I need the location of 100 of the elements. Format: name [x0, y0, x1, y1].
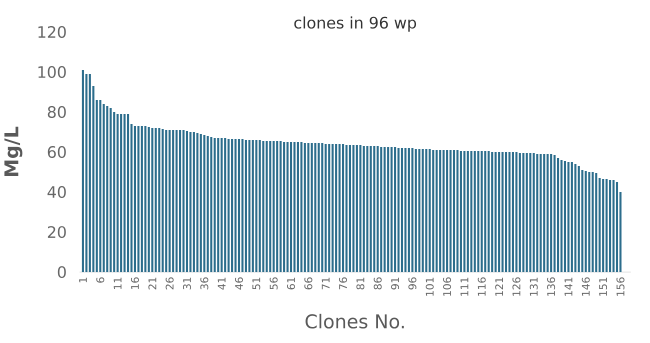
bar [318, 142, 320, 272]
bar [578, 166, 580, 272]
bar [474, 150, 476, 272]
bar [200, 134, 202, 272]
bar [376, 146, 379, 272]
bar [280, 140, 282, 272]
bar [373, 146, 376, 272]
bar [310, 142, 313, 272]
x-tick-label: 31 [182, 278, 191, 290]
x-tick-label: 86 [374, 277, 382, 290]
bar [366, 146, 368, 272]
bar [422, 148, 424, 272]
bar [446, 150, 448, 272]
y-tick-label: 0 [58, 266, 66, 278]
bar [588, 172, 590, 272]
bar [304, 142, 306, 272]
bar [272, 140, 275, 272]
bar [560, 160, 563, 272]
bar [515, 152, 518, 272]
x-tick-label: 81 [356, 278, 364, 290]
x-tick-label: 76 [339, 277, 348, 290]
bar [324, 144, 327, 272]
bar [592, 172, 594, 272]
bar [400, 148, 404, 272]
bar [452, 150, 456, 272]
bar [99, 100, 102, 272]
y-tick-label: 40 [48, 186, 66, 198]
bar [450, 150, 452, 272]
bar [154, 128, 157, 272]
bar [532, 152, 535, 272]
bar [234, 138, 237, 272]
x-tick-label: 136 [547, 277, 556, 296]
bar [494, 152, 497, 272]
x-tick-label: 66 [304, 277, 312, 290]
y-tick-label: 20 [48, 226, 66, 238]
bar [137, 126, 140, 272]
bar [460, 150, 462, 272]
bar [362, 146, 365, 272]
bar [244, 140, 247, 272]
bar [529, 152, 532, 272]
x-tick-label: 56 [270, 277, 278, 290]
x-tick-label: 121 [495, 278, 504, 296]
bar [570, 162, 573, 272]
bar [540, 154, 542, 272]
bar [466, 150, 469, 272]
y-axis-title: Mg/L [4, 126, 22, 176]
x-tick-label: 6 [96, 277, 104, 283]
bar [124, 114, 126, 272]
bar [328, 144, 330, 272]
bar [526, 152, 528, 272]
bar [342, 144, 344, 272]
bar [345, 144, 348, 272]
bar [390, 146, 393, 272]
bar [359, 144, 362, 272]
bar [220, 138, 223, 272]
bar [172, 130, 174, 272]
bar [335, 144, 338, 272]
bar [321, 142, 324, 272]
bar [252, 140, 254, 272]
bar [612, 180, 615, 272]
bar [262, 140, 264, 272]
bar [248, 140, 250, 272]
bar [436, 150, 438, 272]
bar [356, 144, 358, 272]
x-tick-label: 126 [512, 277, 520, 296]
bar [484, 150, 486, 272]
bar [286, 142, 289, 272]
bar [498, 152, 500, 272]
x-tick-label: 41 [218, 278, 226, 290]
bar [231, 138, 234, 272]
bar [182, 130, 185, 272]
bar [238, 138, 240, 272]
bar [408, 148, 410, 272]
bar [214, 138, 216, 272]
bar [442, 150, 445, 272]
bar [502, 152, 504, 272]
bar [394, 146, 396, 272]
bar [110, 108, 112, 272]
bar [584, 170, 587, 272]
bar [384, 146, 386, 272]
bar [186, 130, 188, 272]
bar [504, 152, 508, 272]
bar [567, 162, 570, 272]
bar [432, 150, 434, 272]
bar [266, 140, 268, 272]
bar [300, 142, 302, 272]
bar [258, 140, 261, 272]
x-tick-label: 1 [79, 278, 87, 282]
bar [477, 150, 480, 272]
bar [488, 150, 490, 272]
x-tick-label: 116 [478, 277, 486, 296]
bar [470, 150, 472, 272]
x-tick-label: 156 [616, 277, 624, 296]
bar [283, 142, 286, 272]
bar [126, 114, 130, 272]
x-tick-label: 151 [599, 278, 608, 296]
x-tick-label: 61 [287, 278, 296, 290]
bar [120, 114, 122, 272]
bar [522, 152, 524, 272]
bar [602, 178, 604, 272]
